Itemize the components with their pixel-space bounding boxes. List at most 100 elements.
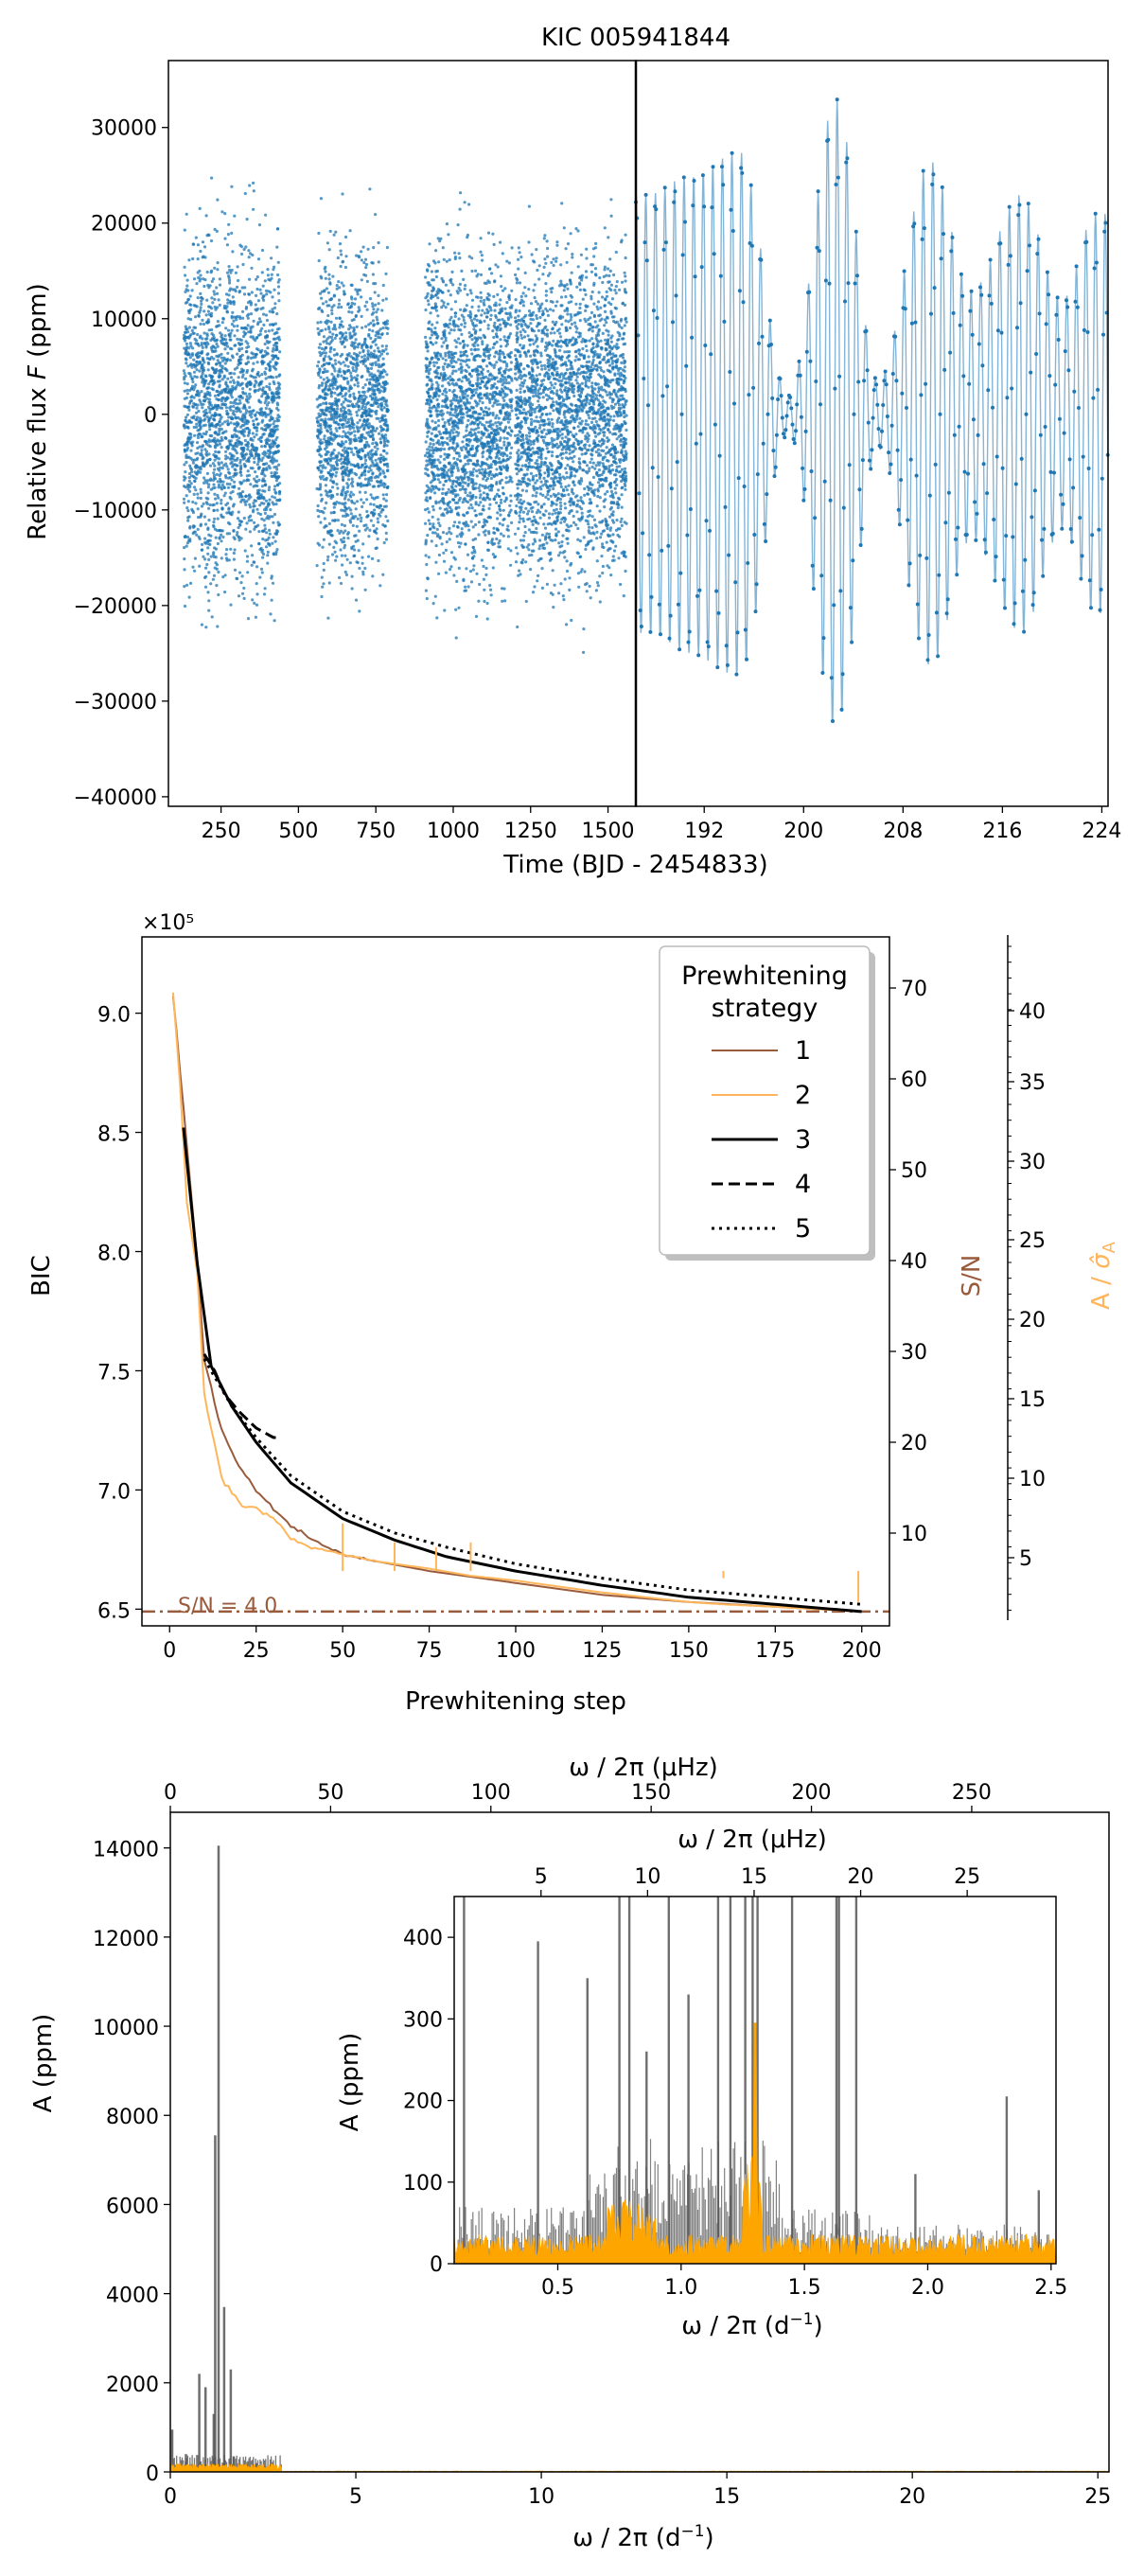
lightcurve-point	[377, 369, 380, 373]
lightcurve-point	[328, 298, 332, 302]
lightcurve-point	[185, 415, 188, 419]
lightcurve-point	[222, 304, 227, 308]
lightcurve-point	[227, 276, 231, 280]
lightcurve-point	[246, 571, 250, 574]
lightcurve-point	[471, 525, 475, 529]
lightcurve-point	[213, 468, 217, 471]
lightcurve-point	[216, 291, 220, 295]
lightcurve-point	[327, 490, 332, 494]
lightcurve-point	[343, 377, 346, 380]
lightcurve-point	[335, 555, 339, 558]
lightcurve-point	[496, 292, 500, 296]
lightcurve-point	[274, 375, 278, 379]
lightcurve-point	[268, 543, 272, 547]
lightcurve-point	[375, 462, 378, 466]
lightcurve-point	[485, 297, 489, 301]
lightcurve-point	[385, 451, 389, 455]
lightcurve-point	[212, 473, 217, 478]
lightcurve-point	[209, 534, 213, 538]
lightcurve-point	[235, 416, 238, 420]
lightcurve-point	[182, 497, 186, 501]
lightcurve-point	[245, 349, 249, 354]
lightcurve-point	[379, 403, 384, 407]
lightcurve-point	[378, 374, 382, 378]
lightcurve-point	[221, 480, 225, 484]
lightcurve-point	[326, 531, 330, 535]
lightcurve-point	[244, 377, 248, 380]
lightcurve-point	[360, 250, 363, 254]
lightcurve-point	[349, 283, 353, 287]
lightcurve-point	[325, 402, 328, 406]
lightcurve-point	[210, 176, 214, 180]
lightcurve-point	[364, 466, 368, 469]
lightcurve-point	[370, 556, 375, 561]
lightcurve-point	[233, 472, 237, 476]
lightcurve-point	[374, 334, 378, 338]
lightcurve-point	[224, 380, 228, 384]
lightcurve-point	[194, 315, 198, 319]
lightcurve-point	[369, 336, 373, 340]
lightcurve-point	[220, 533, 223, 537]
lightcurve-point	[497, 379, 501, 383]
lightcurve-point	[334, 420, 338, 424]
lightcurve-point	[316, 466, 320, 469]
lightcurve-point	[324, 276, 327, 280]
lightcurve-point	[275, 428, 279, 432]
lightcurve-point	[346, 513, 350, 518]
lightcurve-point	[478, 354, 483, 359]
lightcurve-point	[214, 556, 218, 559]
lightcurve-point	[325, 424, 328, 428]
lightcurve-point	[258, 503, 262, 507]
lightcurve-point	[253, 601, 256, 606]
lightcurve-point	[269, 612, 273, 616]
lightcurve-point	[208, 457, 212, 461]
lightcurve-point	[319, 477, 323, 481]
lightcurve-point	[224, 553, 228, 556]
lightcurve-point	[255, 323, 260, 326]
lightcurve-point	[264, 398, 268, 402]
lightcurve-point	[189, 308, 193, 311]
lightcurve-point	[321, 302, 326, 306]
lightcurve-point	[351, 405, 355, 409]
lightcurve-point	[358, 566, 361, 571]
lightcurve-point	[260, 248, 265, 253]
lightcurve-point	[257, 542, 261, 546]
lightcurve-point	[241, 334, 246, 339]
lightcurve-point	[327, 355, 331, 359]
lightcurve-point	[350, 574, 354, 578]
lightcurve-point	[491, 411, 495, 415]
lightcurve-point	[381, 362, 385, 366]
lightcurve-point	[322, 335, 326, 339]
lightcurve-point	[378, 480, 382, 484]
lightcurve-point	[372, 246, 376, 250]
lightcurve-point	[185, 392, 189, 396]
lightcurve-point	[201, 372, 204, 376]
lightcurve-point	[256, 492, 261, 496]
lightcurve-point	[239, 430, 243, 434]
lightcurve-point	[216, 493, 220, 498]
lightcurve-point	[211, 382, 215, 386]
lightcurve-point	[196, 527, 200, 532]
lightcurve-point	[206, 542, 210, 546]
lightcurve-point	[256, 523, 260, 527]
lightcurve-point	[353, 397, 357, 400]
lightcurve-point	[441, 384, 445, 388]
lightcurve-point	[449, 293, 452, 297]
lightcurve-point	[328, 435, 332, 440]
lightcurve-point	[254, 339, 257, 343]
lightcurve-point	[226, 419, 230, 423]
lightcurve-point	[212, 573, 217, 577]
lightcurve-point	[346, 474, 350, 478]
lightcurve-point	[238, 468, 243, 471]
lightcurve-point	[195, 422, 199, 426]
lightcurve-point	[469, 428, 473, 432]
lightcurve-point	[197, 535, 201, 539]
lightcurve-point	[200, 344, 203, 347]
lightcurve-point	[368, 380, 372, 384]
lightcurve-point	[210, 403, 214, 407]
lightcurve-point	[367, 353, 371, 357]
lightcurve-point	[220, 338, 224, 342]
lightcurve-point	[194, 466, 198, 469]
lightcurve-point	[232, 551, 236, 556]
lightcurve-point	[321, 409, 325, 413]
